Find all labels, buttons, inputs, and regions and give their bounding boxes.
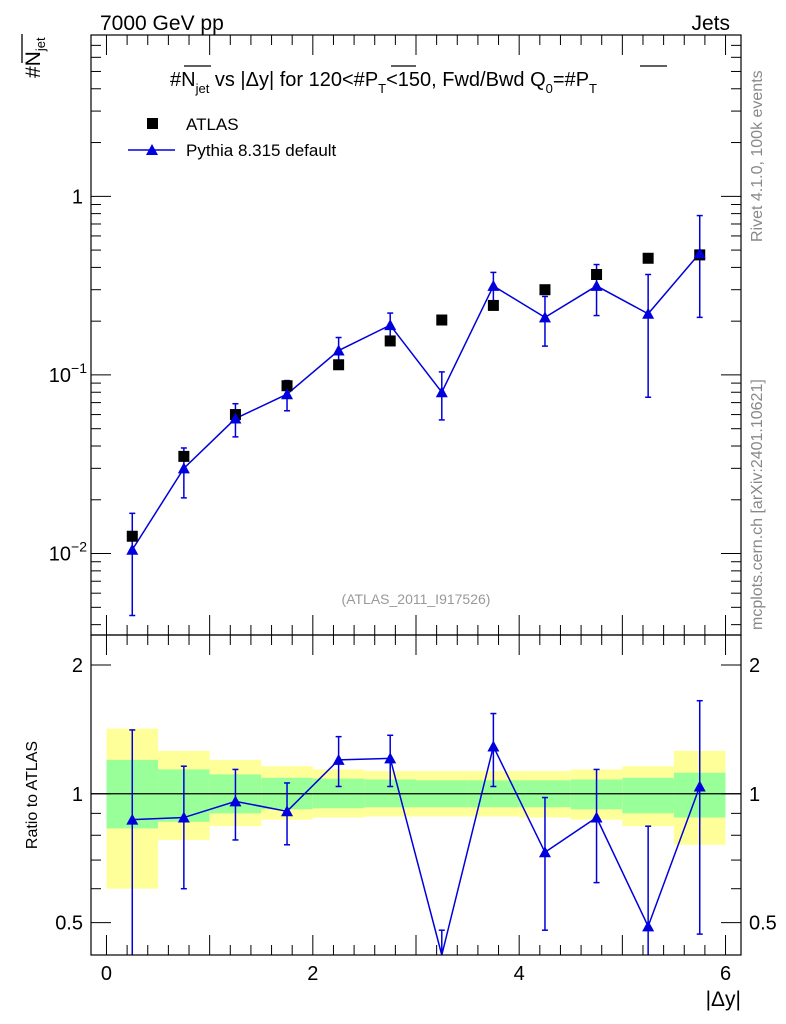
- ratio-y-tick-label-right: 2: [749, 655, 760, 677]
- ratio-x-tick-label: 2: [307, 963, 318, 985]
- ratio-data-point: [281, 805, 294, 817]
- mc-data-point: [332, 344, 345, 356]
- ratio-data-point: [332, 753, 345, 765]
- mcplots-label: mcplots.cern.ch [arXiv:2401.10621]: [749, 379, 766, 630]
- mc-data-point: [590, 279, 603, 291]
- ratio-data-point: [126, 813, 139, 825]
- ratio-y-tick-label-left: 1: [72, 784, 83, 806]
- atlas-data-point: [642, 252, 654, 264]
- legend-data-marker: [147, 118, 158, 129]
- main-y-tick-label: 1: [72, 186, 83, 208]
- ratio-data-point: [538, 846, 551, 858]
- atlas-data-point: [281, 380, 293, 392]
- main-plot-title: #Njet vs |Δy| for 120<#PT<150, Fwd/Bwd Q…: [170, 69, 597, 96]
- ratio-data-point: [487, 740, 500, 752]
- ratio-ylabel: Ratio to ATLAS: [24, 741, 41, 849]
- analysis-watermark: (ATLAS_2011_I917526): [342, 591, 491, 607]
- mc-series-line: [131, 252, 701, 551]
- header-energy-label: 7000 GeV pp: [100, 12, 224, 35]
- ratio-data-point: [177, 811, 190, 823]
- legend-mc-label: Pythia 8.315 default: [186, 141, 337, 160]
- mc-data-point: [229, 412, 242, 424]
- legend-data-label: ATLAS: [186, 115, 239, 134]
- ratio-y-tick-label-left: 2: [72, 655, 83, 677]
- ratio-x-tick-label: 4: [514, 963, 525, 985]
- ratio-y-tick-label-right: 0.5: [749, 913, 777, 935]
- ratio-band-inner: [622, 777, 674, 814]
- mc-data-point: [487, 279, 500, 291]
- mc-data-point: [435, 386, 448, 398]
- ratio-series-line: [132, 744, 701, 956]
- atlas-data-point: [591, 268, 603, 280]
- ratio-x-tick-label: 6: [720, 963, 731, 985]
- main-ylabel: #Njet: [21, 34, 48, 78]
- mc-data-point: [384, 319, 397, 331]
- atlas-data-point: [126, 530, 138, 542]
- ratio-panel: 0.5 0.5 1 1 2 2 0 2 4 6 Ratio to ATLAS |Δy|: [24, 634, 777, 1011]
- ratio-data-point: [642, 920, 655, 932]
- main-panel: 10−2 10−1 1 (ATLAS_2011_I917526) ATLAS Pyt…: [49, 34, 742, 636]
- ratio-data-point: [693, 780, 706, 792]
- mc-data-point: [538, 311, 551, 323]
- mc-data-point: [281, 388, 294, 400]
- atlas-data-point: [487, 299, 499, 311]
- ratio-data-point: [384, 752, 397, 764]
- ratio-xlabel: |Δy|: [706, 988, 741, 1011]
- mc-data-point: [642, 307, 655, 319]
- ratio-y-tick-label-right: 1: [749, 784, 760, 806]
- main-y-tick-label: 10−1: [49, 360, 87, 387]
- atlas-data-point: [178, 450, 190, 462]
- mc-data-point: [126, 543, 139, 555]
- header-category-label: Jets: [691, 12, 730, 35]
- atlas-data-point: [539, 284, 551, 296]
- mc-data-point: [693, 247, 706, 259]
- atlas-data-point: [436, 314, 448, 326]
- atlas-data-point: [384, 335, 396, 347]
- rivet-version-label: Rivet 4.1.0, 100k events: [749, 70, 766, 242]
- mc-data-point: [177, 462, 190, 474]
- ratio-x-tick-label: 0: [101, 963, 112, 985]
- ratio-data-point: [590, 811, 603, 823]
- legend: ATLAS Pythia 8.315 default: [128, 115, 337, 160]
- ratio-y-tick-label-left: 0.5: [55, 913, 83, 935]
- legend-mc-marker: [146, 144, 158, 155]
- svg-text:#Njet: #Njet: [22, 37, 48, 78]
- ratio-data-point: [229, 795, 242, 807]
- atlas-data-point: [333, 359, 345, 371]
- main-y-tick-label: 10−2: [49, 539, 87, 566]
